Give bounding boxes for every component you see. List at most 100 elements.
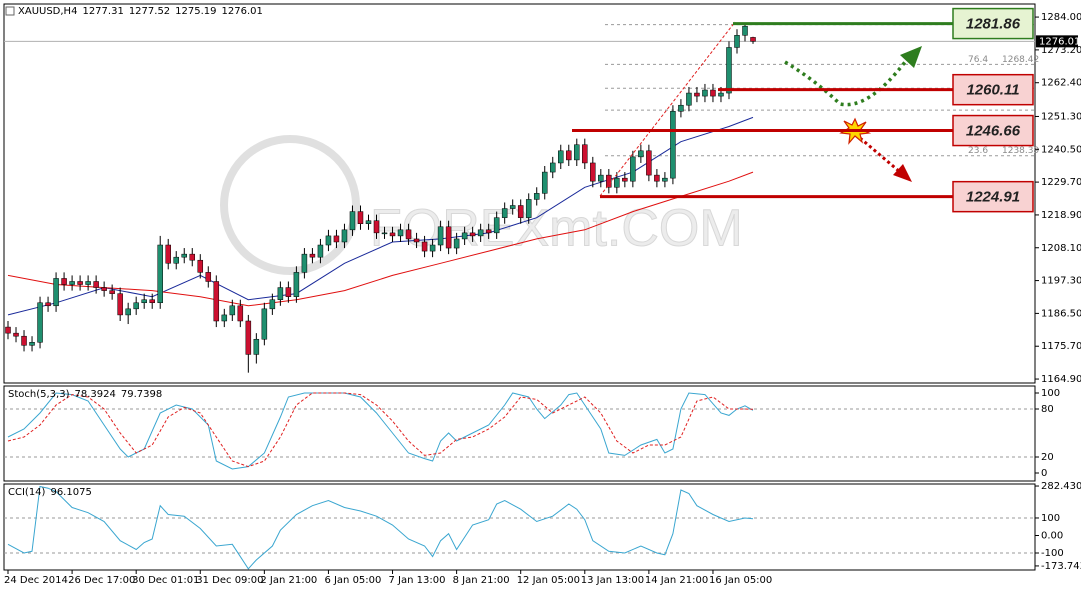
x-tick-label: 26 Dec 17:00 <box>68 575 135 586</box>
indicator-line <box>7 392 754 470</box>
candle-body <box>541 171 548 194</box>
candle-body <box>5 326 11 334</box>
y-tick-label: 100 <box>1041 388 1060 399</box>
x-tick-label: 31 Dec 09:00 <box>196 575 263 586</box>
candle-body <box>149 299 155 304</box>
cci-header: CCI(14) 96.1075 <box>8 487 92 498</box>
candle-body <box>493 217 500 234</box>
candle-body <box>574 144 580 161</box>
last-high: 1277.52 <box>129 6 170 17</box>
candle-body <box>646 150 652 176</box>
candle-body <box>237 305 244 322</box>
y-tick-label: 1273.20 <box>1041 45 1081 56</box>
cci-title: CCI(14) <box>8 487 46 498</box>
candle-body <box>710 89 716 97</box>
candle-body <box>221 314 228 322</box>
last-low: 1275.19 <box>175 6 216 17</box>
level-label: 1281.86 <box>966 16 1021 33</box>
candle-body <box>29 342 35 346</box>
candle-body <box>445 226 452 249</box>
candle-body <box>269 299 276 310</box>
symbol: XAUUSD,H4 <box>18 6 77 17</box>
candle-body <box>606 174 612 188</box>
candle-body <box>125 308 131 316</box>
y-tick-label: 1229.70 <box>1041 177 1081 188</box>
fib-price: 1268.42 <box>1002 55 1039 65</box>
candle-body <box>549 162 556 173</box>
candle-body <box>341 229 348 243</box>
level-box <box>952 73 1034 106</box>
candle-body <box>670 111 676 179</box>
marks: 76.4 1268.42 23.6 1238.39 <box>4 23 1039 570</box>
candle-body <box>598 174 604 182</box>
candle-body <box>437 226 444 246</box>
candle-body <box>694 92 700 97</box>
stoch-panel <box>3 385 1036 482</box>
candle-body <box>517 205 524 218</box>
candle-body <box>614 177 620 188</box>
candle-body <box>558 150 564 164</box>
y-tick-label: 1164.90 <box>1041 374 1081 385</box>
candle-body <box>357 211 364 224</box>
y-tick-label: 80 <box>1041 404 1054 415</box>
candle-body <box>181 253 187 258</box>
x-tick-label: 7 Jan 13:00 <box>389 575 446 586</box>
candle-body <box>61 278 67 285</box>
candle-body <box>325 235 332 246</box>
candle-body <box>13 332 19 337</box>
candle-body <box>389 232 396 237</box>
candle-body <box>85 281 91 285</box>
indicator-line <box>7 485 754 570</box>
price-marker <box>1036 35 1078 48</box>
green-arrow <box>784 60 907 107</box>
y-tick-label: 1240.50 <box>1041 144 1081 155</box>
candle-body <box>285 287 292 297</box>
cci-last: 96.1075 <box>50 487 91 498</box>
candle-body <box>453 238 460 249</box>
overlay: 1284.00 1273.20 1262.40 1251.30 1240.50 1229.… <box>4 7 1081 586</box>
candle-body <box>309 253 316 258</box>
y-tick-label: 1284.00 <box>1041 12 1081 23</box>
candle-body <box>718 92 724 97</box>
level-box <box>952 114 1034 147</box>
candle-body <box>477 229 484 237</box>
price-marker-label: 1276.01 <box>1039 36 1080 47</box>
candle-body <box>469 232 476 237</box>
x-tick-label: 14 Jan 21:00 <box>645 575 708 586</box>
stoch-title: Stoch(5,3,3) <box>8 389 70 400</box>
y-tick-label: 0.00 <box>1041 530 1063 541</box>
red-arrowhead <box>893 164 912 182</box>
level-label: 1246.66 <box>966 123 1021 140</box>
candle-body <box>229 305 236 316</box>
candle-body <box>726 47 732 94</box>
level-label: 1224.91 <box>966 189 1020 206</box>
x-tick-label: 6 Jan 05:00 <box>324 575 381 586</box>
y-tick-label: 282.4306 <box>1041 481 1081 492</box>
x-tick-label: 2 Jan 21:00 <box>260 575 317 586</box>
candle-body <box>365 220 372 224</box>
stoch-header: Stoch(5,3,3) 78.3924 79.7398 <box>8 389 162 400</box>
candle-body <box>133 302 139 310</box>
candle-body <box>277 287 284 300</box>
candle-body <box>245 320 252 355</box>
last-close: 1276.01 <box>222 6 263 17</box>
main-panel <box>3 3 1036 384</box>
candle-body <box>742 25 748 36</box>
candle-body <box>77 281 83 285</box>
level-box <box>952 180 1034 213</box>
fib-price: 1238.39 <box>1002 146 1039 156</box>
candle-body <box>381 232 388 235</box>
candle-body <box>678 104 684 112</box>
candle-body <box>261 308 268 340</box>
candle-body <box>397 229 404 237</box>
y-tick-label: 1186.50 <box>1041 308 1081 319</box>
red-arrow <box>859 136 901 174</box>
y-tick-label: -173.7430 <box>1041 561 1081 572</box>
candle-body <box>461 232 468 240</box>
x-tick-label: 8 Jan 21:00 <box>453 575 510 586</box>
candle-body <box>157 244 163 304</box>
candle-body <box>734 35 740 48</box>
indicator-line <box>7 392 754 468</box>
x-tick-label: 30 Dec 01:01 <box>132 575 199 586</box>
